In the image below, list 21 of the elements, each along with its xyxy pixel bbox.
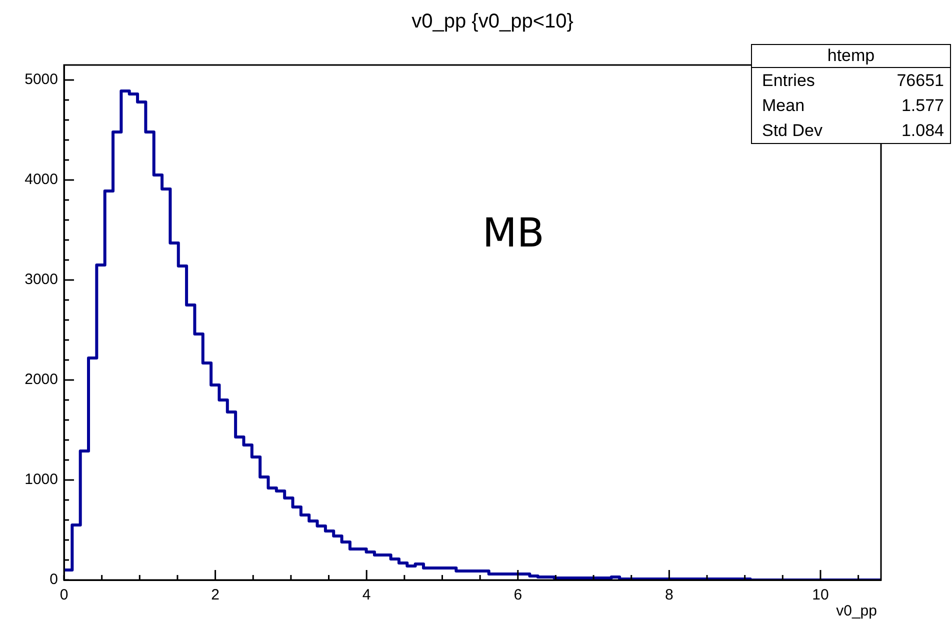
x-tick-label: 10: [812, 586, 829, 604]
x-tick-label: 2: [211, 586, 220, 604]
x-tick-label: 4: [362, 586, 371, 604]
text: 1.577: [901, 95, 944, 117]
y-tick-label: 2000: [24, 371, 58, 388]
annotation: Entries: [762, 70, 815, 92]
y-tick-label: 3000: [24, 271, 58, 288]
y-tick-label: 4000: [24, 171, 58, 188]
y-tick-label: 1000: [24, 471, 58, 488]
annotation: MB: [482, 210, 544, 256]
x-tick-label: 8: [665, 586, 674, 604]
annotation: htemp: [752, 45, 950, 68]
annotation: Std Dev: [762, 120, 822, 142]
x-tick-label: 6: [514, 586, 522, 604]
text: 76651: [896, 70, 944, 92]
x-axis-title: v0_pp: [836, 602, 877, 620]
y-tick-label: 5000: [24, 71, 58, 88]
chart-title: v0_pp {v0_pp<10}: [412, 10, 574, 33]
y-tick-label: 0: [50, 571, 58, 588]
annotation: Mean: [762, 95, 805, 117]
text: 1.084: [901, 120, 944, 142]
